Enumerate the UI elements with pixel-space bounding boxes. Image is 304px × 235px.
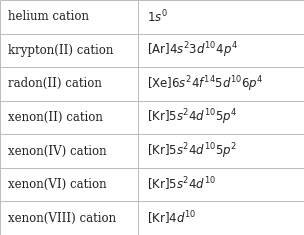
Text: $[\mathrm{Kr}]5s^{2}4d^{10}5p^{2}$: $[\mathrm{Kr}]5s^{2}4d^{10}5p^{2}$ [147,141,238,161]
Text: helium cation: helium cation [8,10,88,23]
Text: $[\mathrm{Kr}]5s^{2}4d^{10}$: $[\mathrm{Kr}]5s^{2}4d^{10}$ [147,176,217,193]
Text: $[\mathrm{Kr}]4d^{10}$: $[\mathrm{Kr}]4d^{10}$ [147,209,197,227]
Text: $1s^{0}$: $1s^{0}$ [147,8,168,25]
Text: $[\mathrm{Kr}]5s^{2}4d^{10}5p^{4}$: $[\mathrm{Kr}]5s^{2}4d^{10}5p^{4}$ [147,108,238,127]
Text: krypton(II) cation: krypton(II) cation [8,44,113,57]
Bar [0,34,304,67]
Text: xenon(VI) cation: xenon(VI) cation [8,178,106,191]
Text: $[\mathrm{Xe}]6s^{2}4f^{14}5d^{10}6p^{4}$: $[\mathrm{Xe}]6s^{2}4f^{14}5d^{10}6p^{4}… [147,74,264,94]
Text: xenon(IV) cation: xenon(IV) cation [8,145,106,158]
Text: xenon(VIII) cation: xenon(VIII) cation [8,212,116,225]
Text: $[\mathrm{Ar}]4s^{2}3d^{10}4p^{4}$: $[\mathrm{Ar}]4s^{2}3d^{10}4p^{4}$ [147,41,238,60]
Bar [0,0,304,34]
Bar [0,67,304,101]
Bar [0,168,304,201]
Bar [0,101,304,134]
Text: xenon(II) cation: xenon(II) cation [8,111,102,124]
Text: radon(II) cation: radon(II) cation [8,77,102,90]
Bar [0,201,304,235]
Bar [0,134,304,168]
